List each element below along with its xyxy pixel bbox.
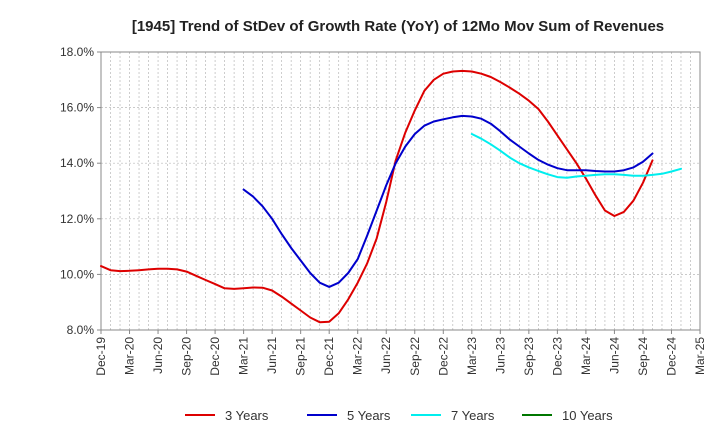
series-line-7-years [470, 133, 682, 179]
x-tick-label: Dec-23 [550, 337, 564, 376]
x-tick-label: Mar-22 [351, 337, 365, 375]
x-tick-label: Jun-22 [379, 337, 393, 374]
y-tick-label: 18.0% [60, 45, 94, 59]
grid-lines [101, 52, 700, 330]
plot-frame [100, 51, 701, 331]
y-tick-label: 16.0% [60, 101, 94, 115]
legend-label-7-years: 7 Years [451, 408, 495, 423]
x-tick-label: Jun-24 [607, 337, 621, 374]
x-tick-label: Dec-20 [208, 337, 222, 376]
x-tick-label: Mar-23 [465, 337, 479, 375]
y-tick-label: 10.0% [60, 267, 94, 281]
x-tick-label: Dec-22 [436, 337, 450, 376]
x-tick-label: Jun-20 [151, 337, 165, 374]
y-tick-label: 14.0% [60, 156, 94, 170]
x-tick-label: Sep-20 [180, 337, 194, 376]
legend: 3 Years 5 Years 7 Years 10 Years [185, 408, 613, 423]
x-tick-label: Jun-21 [265, 337, 279, 374]
x-tick-label: Sep-23 [522, 337, 536, 376]
series-line-3-years [100, 69, 654, 324]
x-tick-label: Jun-23 [493, 337, 507, 374]
x-axis-ticks: Dec-19 Mar-20 Jun-20 Sep-20 Dec-20 Mar-21 Jun-… [94, 330, 707, 376]
x-tick-label: Sep-22 [408, 337, 422, 376]
y-axis-ticks: 8.0% 10.0% 12.0% 14.0% 16.0% 18.0% [60, 45, 101, 337]
x-tick-label: Mar-25 [693, 337, 707, 375]
series-line-5-years [242, 114, 654, 288]
y-tick-label: 8.0% [67, 323, 95, 337]
chart-title: [1945] Trend of StDev of Growth Rate (Yo… [132, 18, 664, 35]
x-tick-label: Sep-21 [294, 337, 308, 376]
x-tick-label: Mar-24 [579, 337, 593, 375]
x-tick-label: Sep-24 [636, 337, 650, 376]
x-tick-label: Dec-21 [322, 337, 336, 376]
x-tick-label: Dec-24 [664, 337, 678, 376]
x-tick-label: Mar-21 [237, 337, 251, 375]
legend-label-3-years: 3 Years [225, 408, 269, 423]
legend-label-10-years: 10 Years [562, 408, 613, 423]
x-tick-label: Mar-20 [123, 337, 137, 375]
legend-label-5-years: 5 Years [347, 408, 391, 423]
series-lines [100, 69, 682, 324]
y-tick-label: 12.0% [60, 212, 94, 226]
x-tick-label: Dec-19 [94, 337, 108, 376]
